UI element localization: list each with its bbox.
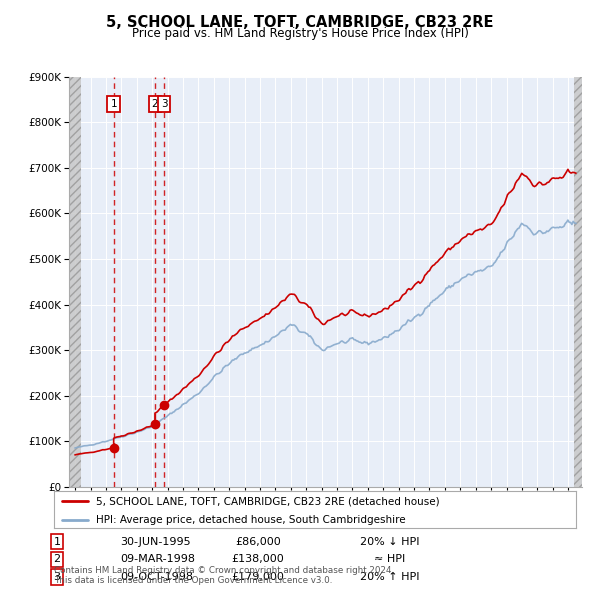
Text: 20% ↓ HPI: 20% ↓ HPI <box>360 537 420 546</box>
Text: £86,000: £86,000 <box>235 537 281 546</box>
Text: 5, SCHOOL LANE, TOFT, CAMBRIDGE, CB23 2RE (detached house): 5, SCHOOL LANE, TOFT, CAMBRIDGE, CB23 2R… <box>96 496 439 506</box>
Text: 1: 1 <box>110 99 117 109</box>
Text: ≈ HPI: ≈ HPI <box>374 555 406 564</box>
Text: 2: 2 <box>152 99 158 109</box>
Text: 09-MAR-1998: 09-MAR-1998 <box>120 555 195 564</box>
Bar <box>69 77 80 487</box>
Text: 5, SCHOOL LANE, TOFT, CAMBRIDGE, CB23 2RE: 5, SCHOOL LANE, TOFT, CAMBRIDGE, CB23 2R… <box>106 15 494 30</box>
Text: 30-JUN-1995: 30-JUN-1995 <box>120 537 191 546</box>
Text: 3: 3 <box>161 99 167 109</box>
Text: Contains HM Land Registry data © Crown copyright and database right 2024.
This d: Contains HM Land Registry data © Crown c… <box>54 566 394 585</box>
Text: 20% ↑ HPI: 20% ↑ HPI <box>360 572 420 582</box>
Bar <box>574 77 583 487</box>
Text: 3: 3 <box>53 572 61 582</box>
Text: 09-OCT-1998: 09-OCT-1998 <box>120 572 193 582</box>
Text: £138,000: £138,000 <box>232 555 284 564</box>
Text: HPI: Average price, detached house, South Cambridgeshire: HPI: Average price, detached house, Sout… <box>96 515 406 525</box>
Text: £179,000: £179,000 <box>232 572 284 582</box>
Text: 2: 2 <box>53 555 61 564</box>
Text: Price paid vs. HM Land Registry's House Price Index (HPI): Price paid vs. HM Land Registry's House … <box>131 27 469 40</box>
Text: 1: 1 <box>53 537 61 546</box>
